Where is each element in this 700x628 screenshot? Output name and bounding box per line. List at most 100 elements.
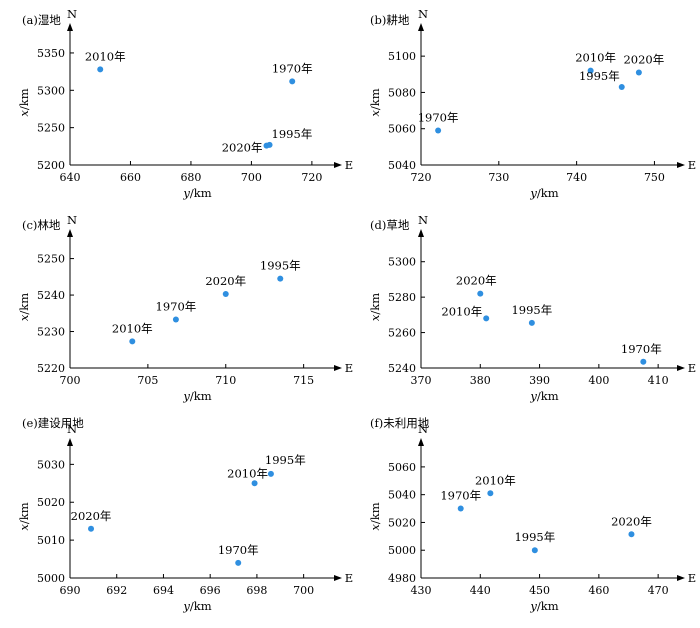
point-label: 1970年 xyxy=(156,299,197,313)
x-axis-unit: /km xyxy=(190,186,212,200)
y-tick-label: 5240 xyxy=(37,289,65,302)
point-label: 1970年 xyxy=(418,111,459,125)
north-arrow xyxy=(418,438,424,446)
y-tick-label: 5300 xyxy=(388,256,416,269)
x-axis-unit: /km xyxy=(537,186,559,200)
point-label: 1995年 xyxy=(272,127,313,141)
point-label: 1995年 xyxy=(514,530,555,544)
data-point xyxy=(267,470,274,477)
y-axis-var: x xyxy=(17,524,31,531)
y-axis-title: x/km xyxy=(368,88,382,116)
y-axis-var: x xyxy=(17,110,31,117)
data-point xyxy=(129,338,136,345)
x-tick-label: 450 xyxy=(529,584,550,597)
point-label: 1970年 xyxy=(218,543,259,557)
point-label: 1995年 xyxy=(579,69,620,83)
data-point xyxy=(457,505,464,512)
y-tick-label: 5250 xyxy=(37,122,65,135)
data-point xyxy=(618,83,625,90)
y-axis-title: x/km xyxy=(17,502,31,530)
north-label: N xyxy=(67,422,77,436)
y-tick-label: 5300 xyxy=(37,84,65,97)
x-axis-title: y/km xyxy=(529,599,558,613)
data-point xyxy=(531,547,538,554)
x-axis-title: y/km xyxy=(182,186,211,200)
x-tick-label: 390 xyxy=(529,374,550,387)
x-tick-label: 460 xyxy=(588,584,609,597)
x-tick-label: 700 xyxy=(241,171,262,184)
panel-title: (c)林地 xyxy=(22,218,61,232)
point-label: 2010年 xyxy=(441,304,482,318)
y-tick-label: 5100 xyxy=(388,50,416,63)
x-tick-label: 440 xyxy=(470,584,491,597)
north-label: N xyxy=(67,213,77,227)
data-point xyxy=(222,290,229,297)
point-label: 1995年 xyxy=(260,259,301,273)
x-tick-label: 715 xyxy=(293,374,314,387)
y-axis-title: x/km xyxy=(368,502,382,530)
x-tick-label: 710 xyxy=(215,374,236,387)
x-tick-label: 690 xyxy=(60,584,81,597)
point-label: 1995年 xyxy=(511,303,552,317)
panel-title: (e)建设用地 xyxy=(22,416,84,430)
x-tick-label: 370 xyxy=(411,374,432,387)
east-label: E xyxy=(688,571,696,585)
data-point xyxy=(172,316,179,323)
x-tick-label: 696 xyxy=(200,584,221,597)
north-arrow xyxy=(418,23,424,31)
x-tick-label: 692 xyxy=(106,584,127,597)
data-point xyxy=(277,275,284,282)
east-arrow xyxy=(334,575,342,581)
panel-title: (b)耕地 xyxy=(370,13,410,27)
y-tick-label: 5350 xyxy=(37,47,65,60)
y-axis-unit: /km xyxy=(368,88,382,110)
panel-title: (f)未利用地 xyxy=(370,416,430,430)
y-tick-label: 5040 xyxy=(388,159,416,172)
x-axis-var: y xyxy=(529,599,537,613)
point-label: 1970年 xyxy=(272,61,313,75)
x-tick-label: 400 xyxy=(588,374,609,387)
x-axis-title: y/km xyxy=(182,599,211,613)
y-axis-unit: /km xyxy=(17,88,31,110)
point-label: 2020年 xyxy=(71,509,112,523)
point-label: 1970年 xyxy=(440,489,481,503)
north-label: N xyxy=(418,213,428,227)
x-tick-label: 660 xyxy=(120,171,141,184)
y-axis-title: x/km xyxy=(368,293,382,321)
x-axis-title: y/km xyxy=(182,389,211,403)
x-tick-label: 380 xyxy=(470,374,491,387)
y-axis-unit: /km xyxy=(368,502,382,524)
y-tick-label: 5280 xyxy=(388,291,416,304)
data-point xyxy=(487,490,494,497)
north-arrow xyxy=(418,229,424,237)
y-axis-var: x xyxy=(368,524,382,531)
panel-title: (d)草地 xyxy=(370,218,410,232)
x-tick-label: 410 xyxy=(648,374,669,387)
point-label: 2020年 xyxy=(623,52,664,66)
y-axis-unit: /km xyxy=(17,502,31,524)
point-label: 1995年 xyxy=(265,453,306,467)
y-tick-label: 5000 xyxy=(388,544,416,557)
east-arrow xyxy=(334,162,342,168)
y-tick-label: 5020 xyxy=(388,516,416,529)
point-label: 2010年 xyxy=(575,51,616,65)
x-tick-label: 750 xyxy=(644,171,665,184)
y-tick-label: 5220 xyxy=(37,362,65,375)
east-label: E xyxy=(345,158,353,172)
y-tick-label: 5250 xyxy=(37,253,65,266)
north-label: N xyxy=(418,422,428,436)
x-axis-title: y/km xyxy=(529,186,558,200)
north-arrow xyxy=(67,229,73,237)
x-tick-label: 720 xyxy=(301,171,322,184)
data-point xyxy=(97,66,104,73)
data-point xyxy=(483,315,490,322)
y-tick-label: 5240 xyxy=(388,362,416,375)
data-point xyxy=(289,78,296,85)
north-label: N xyxy=(67,7,77,21)
y-tick-label: 5060 xyxy=(388,461,416,474)
y-tick-label: 5040 xyxy=(388,489,416,502)
point-label: 1970年 xyxy=(621,342,662,356)
x-axis-var: y xyxy=(529,186,537,200)
